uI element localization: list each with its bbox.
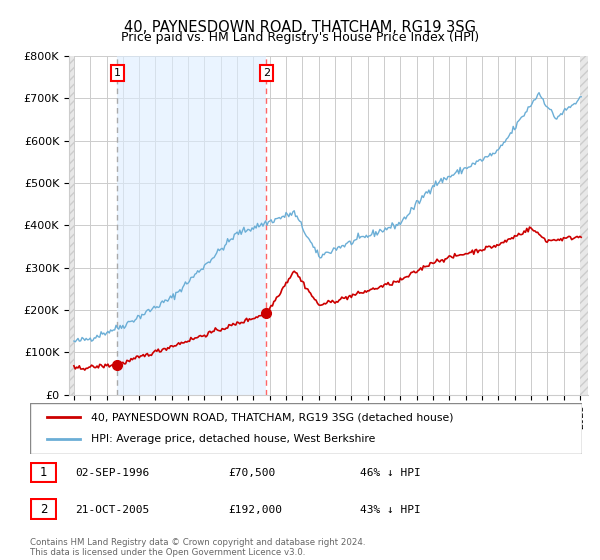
Text: £70,500: £70,500	[228, 468, 275, 478]
FancyBboxPatch shape	[30, 403, 582, 454]
Text: £192,000: £192,000	[228, 505, 282, 515]
Text: Contains HM Land Registry data © Crown copyright and database right 2024.
This d: Contains HM Land Registry data © Crown c…	[30, 538, 365, 557]
Text: 40, PAYNESDOWN ROAD, THATCHAM, RG19 3SG: 40, PAYNESDOWN ROAD, THATCHAM, RG19 3SG	[124, 20, 476, 35]
Text: 1: 1	[40, 466, 47, 479]
Polygon shape	[580, 56, 588, 395]
Polygon shape	[69, 56, 74, 395]
Text: 21-OCT-2005: 21-OCT-2005	[75, 505, 149, 515]
Text: HPI: Average price, detached house, West Berkshire: HPI: Average price, detached house, West…	[91, 435, 375, 445]
Text: 43% ↓ HPI: 43% ↓ HPI	[360, 505, 421, 515]
Text: Price paid vs. HM Land Registry's House Price Index (HPI): Price paid vs. HM Land Registry's House …	[121, 31, 479, 44]
Text: 1: 1	[114, 68, 121, 78]
FancyBboxPatch shape	[31, 463, 56, 482]
Text: 40, PAYNESDOWN ROAD, THATCHAM, RG19 3SG (detached house): 40, PAYNESDOWN ROAD, THATCHAM, RG19 3SG …	[91, 412, 453, 422]
Text: 46% ↓ HPI: 46% ↓ HPI	[360, 468, 421, 478]
FancyBboxPatch shape	[31, 500, 56, 519]
Text: 2: 2	[263, 68, 270, 78]
Polygon shape	[118, 56, 266, 395]
Text: 2: 2	[40, 502, 47, 516]
Text: 02-SEP-1996: 02-SEP-1996	[75, 468, 149, 478]
